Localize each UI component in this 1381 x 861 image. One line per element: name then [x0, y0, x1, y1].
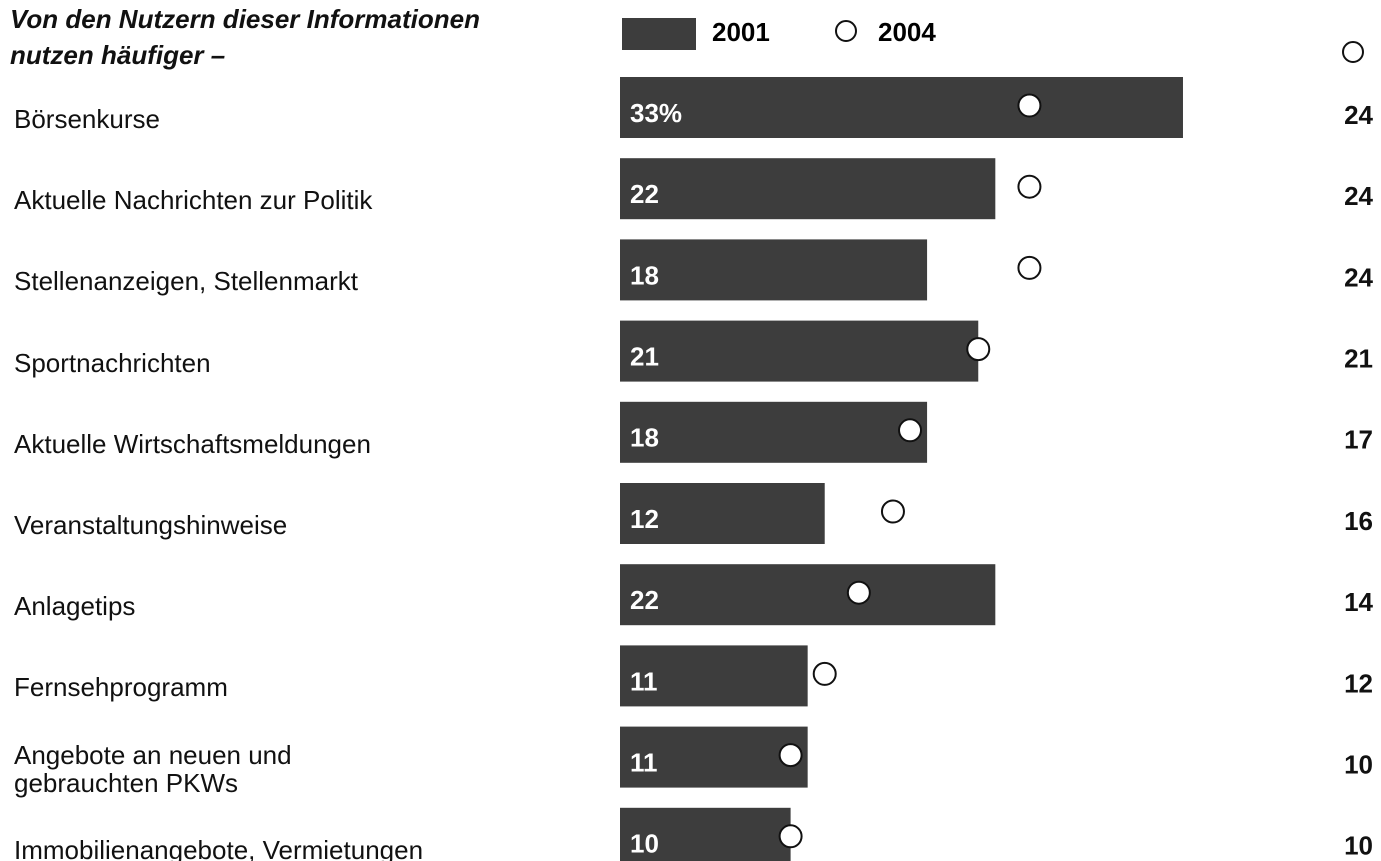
- legend-swatch: [622, 18, 696, 50]
- bar-label: 11: [630, 747, 658, 777]
- bar: [620, 401, 928, 463]
- bar-label: 10: [630, 829, 659, 859]
- title-line: Von den Nutzern dieser Informationen: [10, 4, 480, 34]
- bar-label: 22: [630, 179, 659, 209]
- category-label: Fernsehprogramm: [14, 672, 228, 703]
- legend-label: 2001: [712, 17, 770, 47]
- category-label: Anlagetips: [14, 591, 136, 622]
- bar-label: 11: [630, 666, 658, 696]
- category-label: Immobilienangebote, Vermietungen: [14, 834, 424, 861]
- marker: [846, 580, 871, 605]
- bar: [620, 483, 825, 544]
- bar-label: 33%: [630, 98, 682, 128]
- bar: [620, 320, 979, 382]
- column-icon: [1342, 41, 1364, 63]
- value-label: 24: [1344, 100, 1373, 130]
- legend-label: 2004: [878, 17, 936, 47]
- bar: [620, 807, 791, 861]
- marker: [898, 418, 923, 443]
- category-label: Stellenanzeigen, Stellenmarkt: [14, 266, 358, 297]
- bar: [620, 564, 996, 626]
- bar: [620, 158, 996, 220]
- category-label: Angebote an neuen und gebrauchten PKWs: [14, 739, 292, 798]
- bar: [620, 77, 1183, 138]
- category-label: Sportnachrichten: [14, 347, 211, 378]
- value-label: 17: [1344, 425, 1373, 455]
- value-label: 24: [1344, 262, 1373, 292]
- marker: [1017, 174, 1042, 199]
- bar: [620, 239, 928, 301]
- category-label: Veranstaltungshinweise: [14, 510, 288, 540]
- value-label: 24: [1344, 181, 1373, 211]
- bar-label: 12: [630, 504, 659, 534]
- marker: [1017, 93, 1042, 118]
- value-label: 10: [1344, 831, 1373, 861]
- category-label: Aktuelle Nachrichten zur Politik: [14, 185, 373, 216]
- title-line: nutzen häufiger –: [10, 40, 226, 70]
- marker: [966, 337, 991, 362]
- marker: [1017, 255, 1042, 280]
- legend-circle: [835, 20, 857, 42]
- value-label: 12: [1344, 668, 1373, 698]
- value-label: 16: [1344, 506, 1373, 536]
- category-label: Börsenkurse: [14, 104, 160, 134]
- marker: [880, 499, 905, 524]
- bar-label: 18: [630, 260, 659, 290]
- bar: [620, 645, 808, 707]
- category-label: Aktuelle Wirtschaftsmeldungen: [14, 428, 371, 459]
- bar-label: 22: [630, 585, 659, 615]
- value-label: 14: [1344, 587, 1373, 617]
- marker: [778, 824, 803, 849]
- bar-label: 18: [630, 423, 659, 453]
- bar: [620, 726, 808, 788]
- value-label: 21: [1344, 343, 1373, 373]
- value-label: 10: [1344, 749, 1373, 779]
- marker: [778, 743, 803, 768]
- marker: [812, 661, 837, 686]
- bar-label: 21: [630, 341, 659, 371]
